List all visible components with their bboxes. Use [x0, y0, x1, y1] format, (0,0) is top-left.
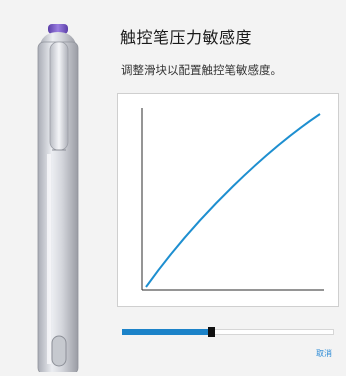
slider-thumb[interactable]: [208, 327, 215, 337]
pressure-curve: [145, 113, 321, 288]
instructions-text: 调整滑块以配置触控笔敏感度。: [121, 63, 282, 77]
page-title: 触控笔压力敏感度: [120, 28, 253, 47]
pressure-curve-panel: [117, 93, 339, 307]
pressure-curve-graph: [141, 108, 324, 291]
slider-fill: [122, 329, 208, 335]
pen-button: [51, 335, 67, 367]
pen-clip: [49, 41, 69, 151]
surface-pen-image: [37, 24, 79, 375]
pen-illustration: [0, 0, 112, 375]
cancel-button[interactable]: 取消: [316, 349, 332, 358]
sensitivity-slider[interactable]: [122, 326, 334, 338]
pen-top: [40, 32, 76, 44]
pen-cap: [48, 24, 68, 34]
